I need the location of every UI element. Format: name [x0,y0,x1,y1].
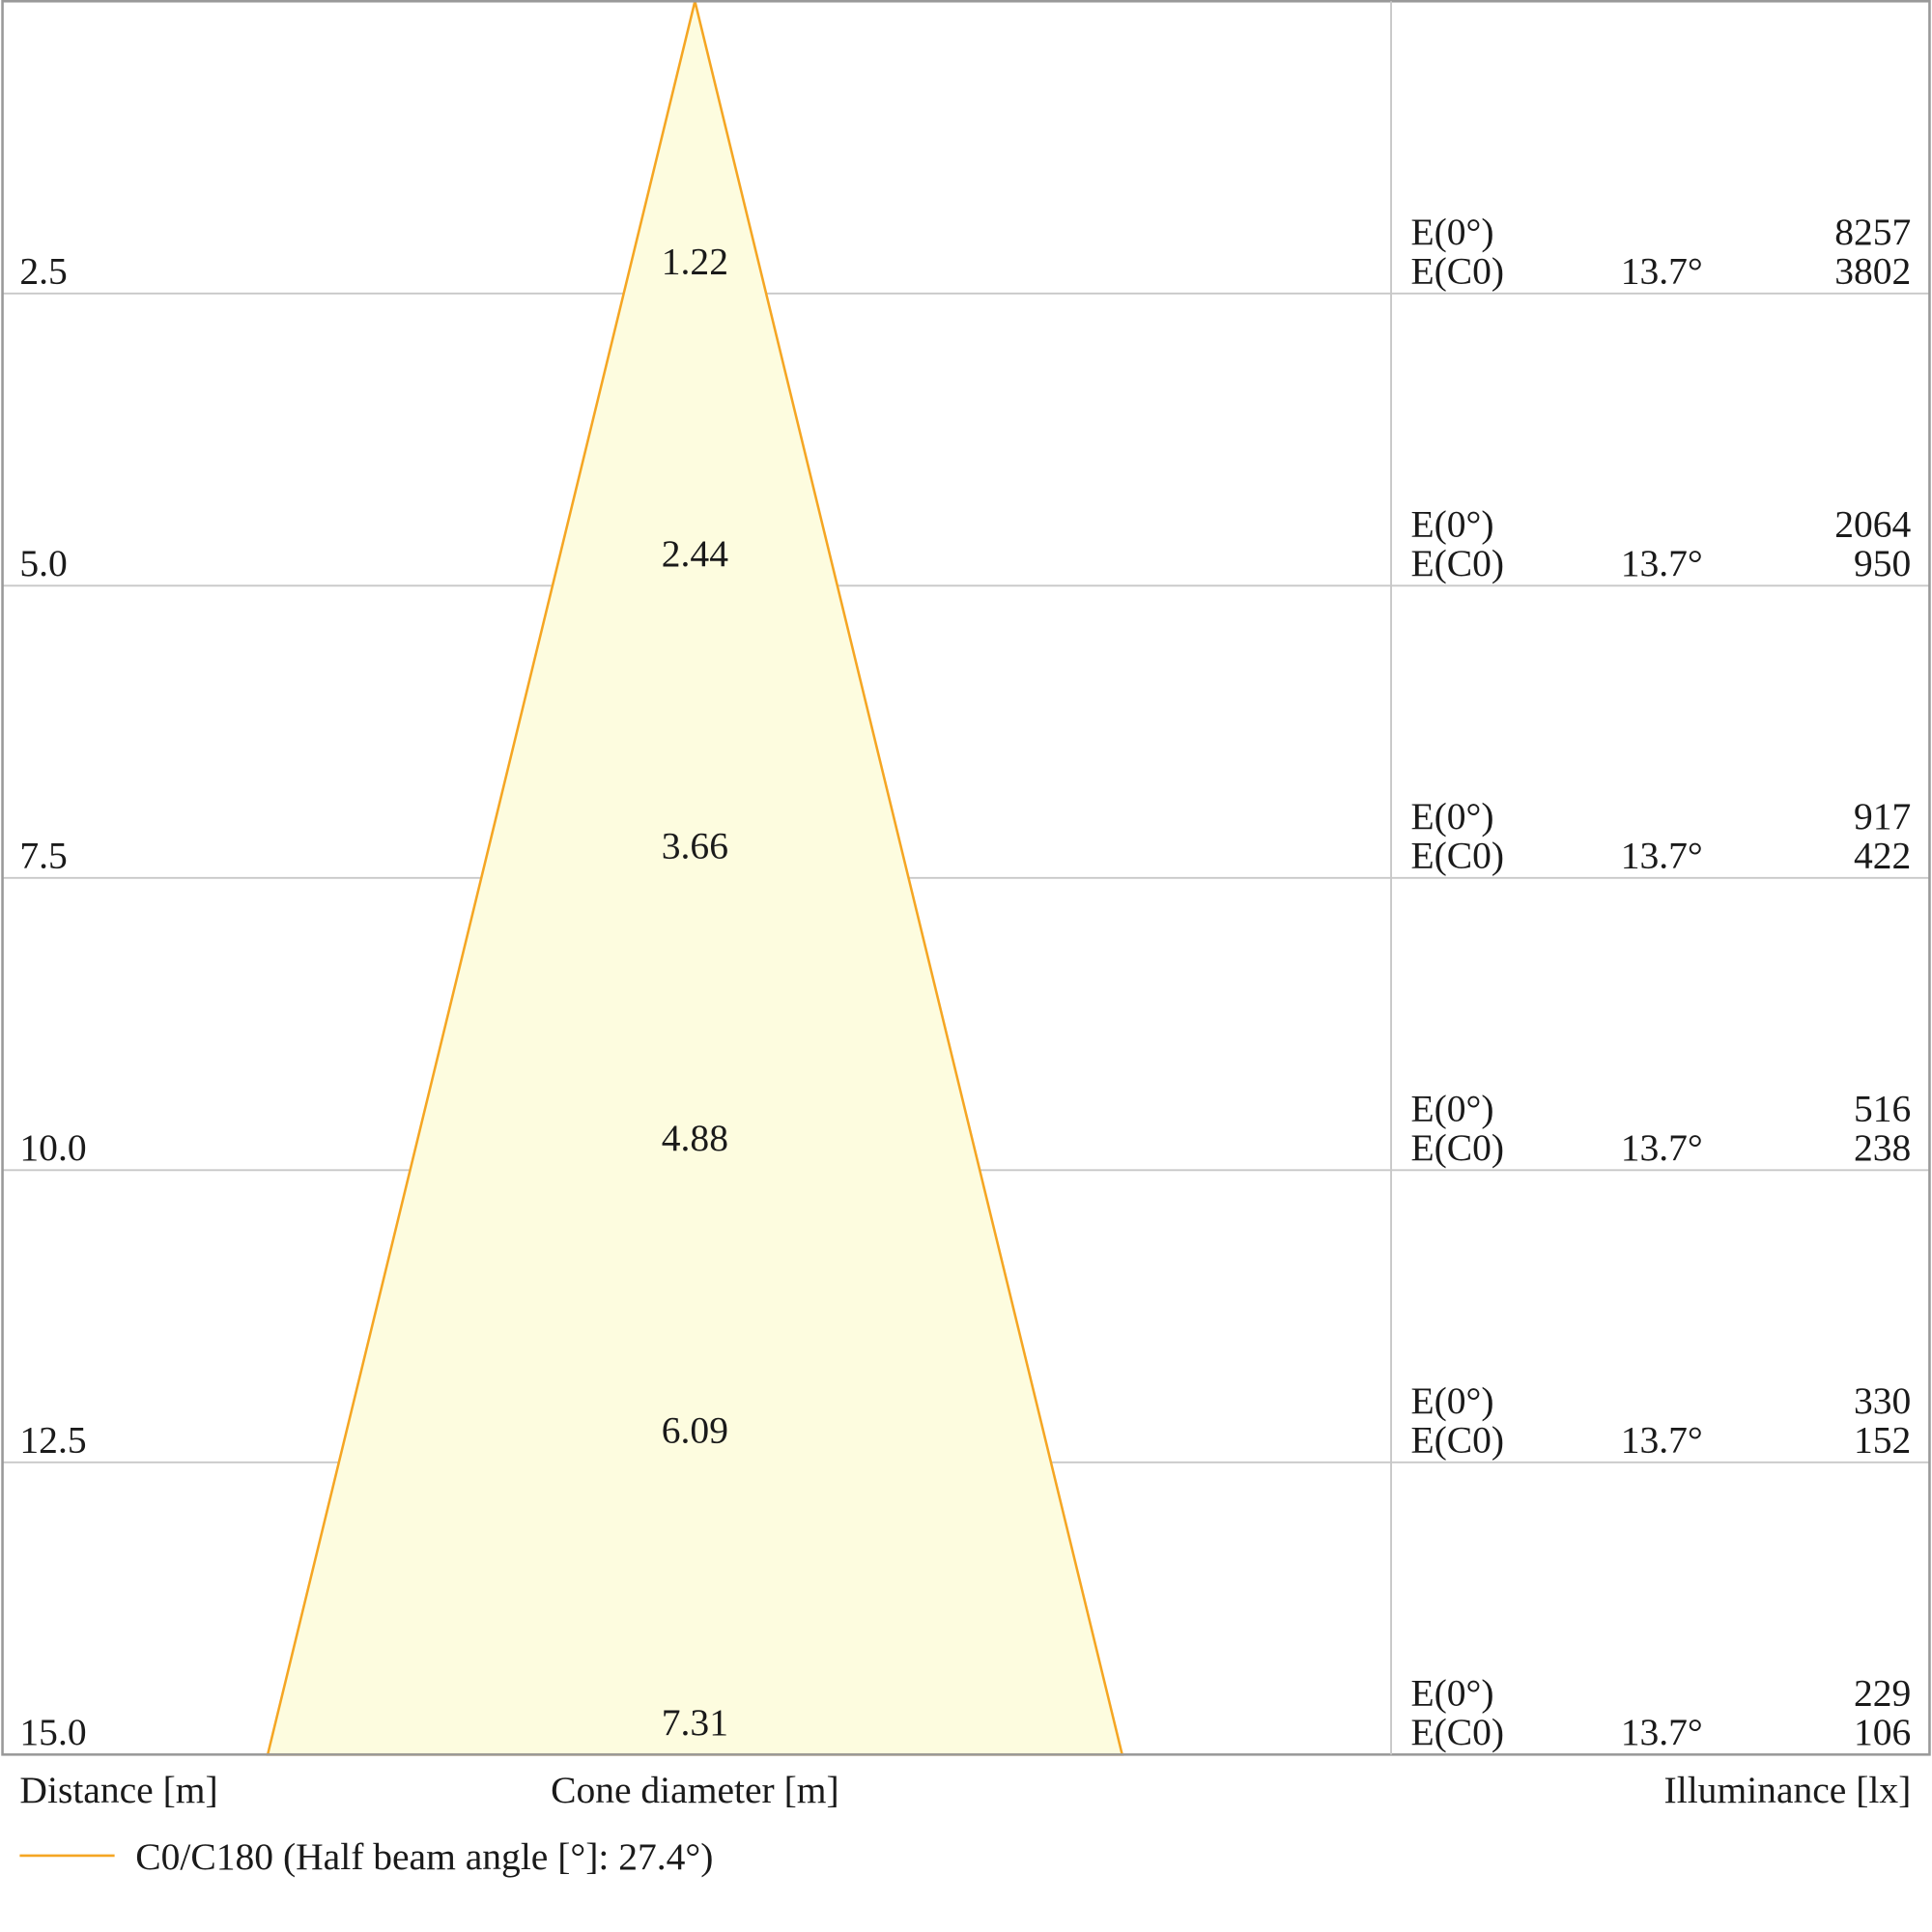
ec0-value: 3802 [1834,250,1911,293]
ec0-label: E(C0) [1410,1711,1504,1753]
e0-label: E(0°) [1410,211,1493,253]
e0-value: 516 [1854,1087,1911,1129]
e0-label: E(0°) [1410,502,1493,545]
ec0-value: 238 [1854,1126,1911,1169]
ec0-label: E(C0) [1410,542,1504,584]
row-labels: 2.5 1.22 E(0°) 8257 E(C0) 13.7° 3802 5.0 2.44 E(0… [19,211,1911,1753]
chart-frame [1,0,1931,1756]
cone-diameter-label: 3.66 [662,824,728,867]
row-label-group: 12.5 6.09 E(0°) 330 E(C0) 13.7° 152 [19,1379,1911,1462]
distance-tick-label: 7.5 [19,835,67,877]
ec0-label: E(C0) [1410,1126,1504,1169]
e0-label: E(0°) [1410,1087,1493,1129]
e0-value: 917 [1854,795,1911,838]
ec0-label: E(C0) [1410,835,1504,877]
cone-diameter-label: 4.88 [662,1117,728,1159]
ec0-value: 422 [1854,835,1911,877]
half-angle-label: 13.7° [1621,1419,1703,1462]
legend-label: C0/C180 (Half beam angle [°]: 27.4°) [135,1835,713,1878]
e0-value: 2064 [1834,502,1911,545]
e0-value: 330 [1854,1379,1911,1422]
e0-value: 229 [1854,1671,1911,1714]
distance-tick-label: 15.0 [19,1711,86,1753]
half-angle-label: 13.7° [1621,1711,1703,1753]
ec0-value: 152 [1854,1419,1911,1462]
row-label-group: 5.0 2.44 E(0°) 2064 E(C0) 13.7° 950 [19,502,1911,584]
half-angle-label: 13.7° [1621,250,1703,293]
distance-axis-label: Distance [m] [19,1769,217,1811]
illuminance-axis-label: Illuminance [lx] [1664,1769,1912,1811]
cone-diameter-label: 6.09 [662,1408,728,1451]
e0-value: 8257 [1834,211,1911,253]
half-angle-label: 13.7° [1621,542,1703,584]
distance-tick-label: 10.0 [19,1126,86,1169]
distance-tick-label: 2.5 [19,250,67,293]
row-label-group: 2.5 1.22 E(0°) 8257 E(C0) 13.7° 3802 [19,211,1911,293]
row-label-group: 7.5 3.66 E(0°) 917 E(C0) 13.7° 422 [19,795,1911,877]
e0-label: E(0°) [1410,1379,1493,1422]
cone-diameter-label: 1.22 [662,240,728,282]
e0-label: E(0°) [1410,1671,1493,1714]
ec0-value: 950 [1854,542,1911,584]
row-label-group: 15.0 7.31 E(0°) 229 E(C0) 13.7° 106 [19,1671,1911,1753]
cone-diameter-axis-label: Cone diameter [m] [551,1769,839,1811]
half-angle-label: 13.7° [1621,835,1703,877]
e0-label: E(0°) [1410,795,1493,838]
cone-diameter-label: 2.44 [662,532,728,575]
ec0-label: E(C0) [1410,1419,1504,1462]
row-label-group: 10.0 4.88 E(0°) 516 E(C0) 13.7° 238 [19,1087,1911,1169]
half-angle-label: 13.7° [1621,1126,1703,1169]
distance-tick-label: 12.5 [19,1419,86,1462]
ec0-label: E(C0) [1410,250,1504,293]
distance-tick-label: 5.0 [19,542,67,584]
cone-diameter-label: 7.31 [662,1701,728,1744]
ec0-value: 106 [1854,1711,1911,1753]
